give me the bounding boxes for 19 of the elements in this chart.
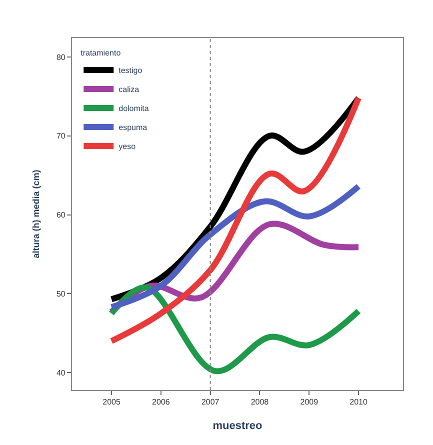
legend-title: tratamiento	[80, 48, 122, 58]
x-tick-label: 2009	[300, 398, 319, 407]
x-tick-label: 2006	[152, 398, 170, 407]
y-tick-label: 70	[56, 132, 66, 141]
y-tick-label: 80	[56, 52, 66, 62]
legend-label: caliza	[118, 85, 140, 94]
x-tick-label: 2008	[250, 398, 270, 407]
y-axis-title: altura (h) media (cm)	[30, 170, 41, 258]
legend-label: yeso	[118, 142, 136, 152]
legend-label: dolomita	[118, 104, 150, 114]
x-tick-label: 2005	[102, 398, 121, 407]
y-tick-label: 60	[56, 210, 66, 220]
x-tick-label: 2010	[350, 398, 368, 407]
y-tick-label: 40	[56, 368, 66, 378]
x-tick-label: 2007	[201, 398, 220, 407]
x-axis-title: muestreo	[212, 420, 263, 432]
legend-label: testigo	[118, 66, 143, 76]
legend-label: espuma	[118, 123, 148, 132]
y-tick-label: 50	[56, 290, 66, 299]
